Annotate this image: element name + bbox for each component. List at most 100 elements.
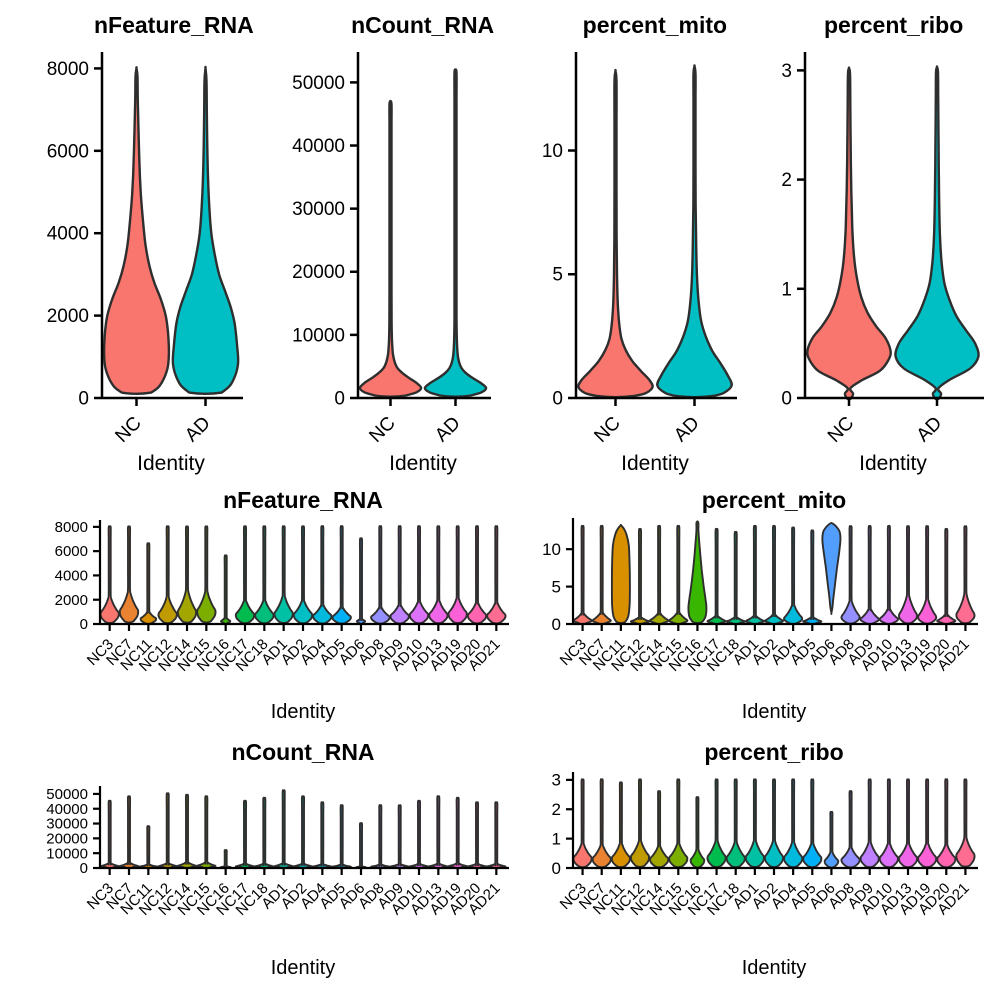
violin-percent_ribo_by_sample-NC15 (668, 778, 689, 869)
violin-nFeature_RNA_by_sample-AD21 (486, 525, 507, 625)
y-tick-label: 0 (78, 388, 89, 409)
y-tick-label: 5 (552, 265, 563, 286)
violin-percent_ribo_by_sample-AD20 (936, 778, 957, 869)
y-tick-label: 5 (552, 577, 561, 596)
x-tick-label: AD (913, 413, 947, 447)
violin-nCount_RNA_by_sample-AD21 (486, 801, 507, 870)
y-tick-label: 8000 (55, 519, 88, 536)
violin-nFeature_RNA_by_sample-NC16 (220, 554, 232, 625)
violin-chart-percent-ribo-grouped: 0 1 2 3 NC AD Identity (782, 52, 985, 475)
y-tick-label: 0 (552, 615, 561, 634)
y-tick-label: 2000 (47, 306, 89, 327)
violin-nFeature_RNA_by_sample-AD6 (355, 537, 367, 625)
panel-title: nCount_RNA (231, 739, 375, 765)
axes (93, 520, 509, 631)
violin-percent_mito_by_sample-AD2 (763, 524, 785, 625)
x-axis-title: Identity (742, 701, 806, 723)
panel-percent-ribo-by-sample: percent_ribo 0 1 2 3 NC3 NC7 NC11 NC12 NC14 NC15 N… (530, 730, 991, 985)
violin-percent_mito_by_sample-AD5 (802, 529, 823, 625)
panel-nfeature-rna-grouped: nFeature_RNA 0 2000 4000 6000 8000 NC AD Identi… (0, 0, 254, 478)
panel-ncount-rna-by-sample: nCount_RNA 0 10000 20000 30000 40000 50000 NC3… (0, 730, 530, 985)
panel-ncount-rna-grouped: nCount_RNA 0 10000 20000 30000 40000 50000 NC A… (248, 0, 496, 478)
y-tick-label: 8000 (47, 59, 89, 80)
violin-percent_ribo_by_sample-NC12 (629, 778, 651, 868)
violin-percent_mito_by_sample-NC11 (610, 523, 631, 624)
violin-chart-percent-ribo-by-sample: 0123NC3NC7NC11NC12NC14NC15NC16NC17NC18AD… (552, 771, 978, 979)
violin-percent_ribo_by_sample-AD19 (917, 778, 938, 869)
y-tick-label: 0 (552, 859, 561, 878)
violin-percent_mito_by_sample-NC18 (725, 530, 746, 625)
violin-percent_ribo_by_sample-NC11 (610, 781, 631, 869)
violin-nFeature_RNA_by_sample-NC14 (176, 525, 198, 624)
violin-chart-ncount-rna-grouped: 0 10000 20000 30000 40000 50000 NC AD Identity (292, 52, 491, 475)
violin-nFeature_RNA_by_sample-NC11 (139, 542, 158, 625)
violin-nFeature_RNA_by_sample-NC18 (254, 525, 275, 625)
violin-percent_mito_grouped-AD (655, 64, 733, 399)
plot-area (102, 65, 240, 396)
panel-title: nFeature_RNA (223, 487, 383, 513)
violin-percent_mito_by_sample-NC17 (706, 527, 727, 625)
violin-percent_mito_by_sample-AD20 (936, 527, 957, 625)
violin-nCount_RNA_by_sample-NC14 (176, 793, 198, 870)
figure-row-grouped: nFeature_RNA 0 2000 4000 6000 8000 NC AD Identi… (0, 0, 991, 478)
panel-title: nCount_RNA (351, 12, 495, 38)
violin-nCount_RNA_by_sample-AD6 (355, 822, 367, 870)
y-tick-label: 2 (552, 800, 561, 819)
violin-percent_mito_by_sample-AD4 (783, 526, 804, 625)
x-axis-title: Identity (271, 701, 335, 723)
tick-labels: 01000020000300004000050000NC3NC7NC11NC12… (46, 786, 503, 919)
panel-percent-mito-by-sample: percent_mito 0 5 10 NC3 NC7 NC11 NC12 NC14 NC15 N… (530, 478, 991, 730)
violin-percent_mito_by_sample-NC7 (591, 524, 612, 625)
violin-nFeature_RNA_by_sample-AD19 (447, 525, 468, 624)
violin-percent_mito_by_sample-AD6 (821, 521, 842, 615)
violin-chart-percent-mito-by-sample: 0510NC3NC7NC11NC12NC14NC15NC16NC17NC18AD… (542, 518, 978, 723)
y-tick-label: 3 (782, 61, 793, 82)
x-tick-label: NC (824, 413, 858, 447)
violin-chart-nfeature-rna-by-sample: 02000400060008000NC3NC7NC11NC12NC14NC15N… (55, 519, 509, 723)
violin-nFeature_RNA_by_sample-AD2 (292, 525, 314, 625)
violin-percent_ribo_by_sample-NC18 (725, 778, 746, 869)
violin-percent_mito_by_sample-AD9 (859, 524, 880, 625)
tick-labels: 0 5 10 NC AD (541, 141, 703, 447)
y-tick-label: 10 (542, 540, 561, 559)
violin-nCount_RNA_by_sample-NC16 (219, 849, 232, 870)
violin-percent_ribo_by_sample-AD2 (763, 778, 785, 868)
violin-nFeature_RNA_grouped-NC (102, 66, 171, 396)
violin-percent_ribo_by_sample-AD10 (878, 778, 899, 869)
y-tick-label: 30000 (46, 816, 88, 833)
plot-area (99, 525, 507, 625)
violin-nCount_RNA_by_sample-AD9 (389, 804, 410, 870)
x-axis-title: Identity (859, 452, 927, 475)
violin-percent_mito_grouped-NC (576, 68, 654, 399)
violin-nCount_RNA_by_sample-NC15 (196, 795, 217, 870)
figure-row-by-sample-1: nFeature_RNA 0 2000 4000 6000 8000 NC3 NC7 NC11… (0, 478, 991, 730)
y-tick-label: 40000 (292, 136, 345, 157)
violin-nFeature_RNA_by_sample-NC17 (234, 525, 256, 625)
panel-percent-mito-grouped: percent_mito 0 5 10 NC AD Identity (496, 0, 744, 478)
plot-area (572, 778, 976, 869)
tick-labels: 02000400060008000NC3NC7NC11NC12NC14NC15N… (55, 519, 504, 675)
violin-nCount_RNA_by_sample-AD8 (370, 804, 391, 870)
figure-row-by-sample-2: nCount_RNA 0 10000 20000 30000 40000 50000 NC3… (0, 730, 991, 985)
violin-nCount_RNA_by_sample-AD19 (447, 796, 468, 870)
y-tick-label: 50000 (292, 73, 345, 94)
axes (566, 518, 978, 631)
violin-nCount_RNA_by_sample-AD10 (408, 799, 430, 870)
violin-nFeature_RNA_by_sample-NC15 (196, 525, 217, 624)
violin-nCount_RNA_by_sample-AD4 (312, 801, 333, 870)
x-tick-label: NC (111, 413, 145, 447)
violin-nCount_RNA_by_sample-AD5 (331, 804, 352, 870)
violin-percent_ribo_by_sample-NC16 (689, 796, 706, 869)
violin-percent_ribo_by_sample-AD21 (955, 778, 976, 868)
violin-percent_ribo_by_sample-AD4 (783, 778, 804, 869)
y-tick-label: 6000 (55, 543, 88, 560)
plot-area (806, 65, 981, 401)
violin-nCount_RNA_by_sample-NC12 (157, 792, 178, 870)
y-tick-label: 20000 (46, 830, 88, 847)
y-tick-label: 30000 (292, 199, 345, 220)
violin-nFeature_RNA_by_sample-AD4 (312, 525, 333, 625)
y-tick-label: 4000 (47, 224, 89, 245)
y-tick-label: 50000 (46, 786, 88, 803)
violin-percent_ribo_by_sample-AD8 (840, 790, 861, 869)
x-tick-label: AD (670, 413, 704, 447)
